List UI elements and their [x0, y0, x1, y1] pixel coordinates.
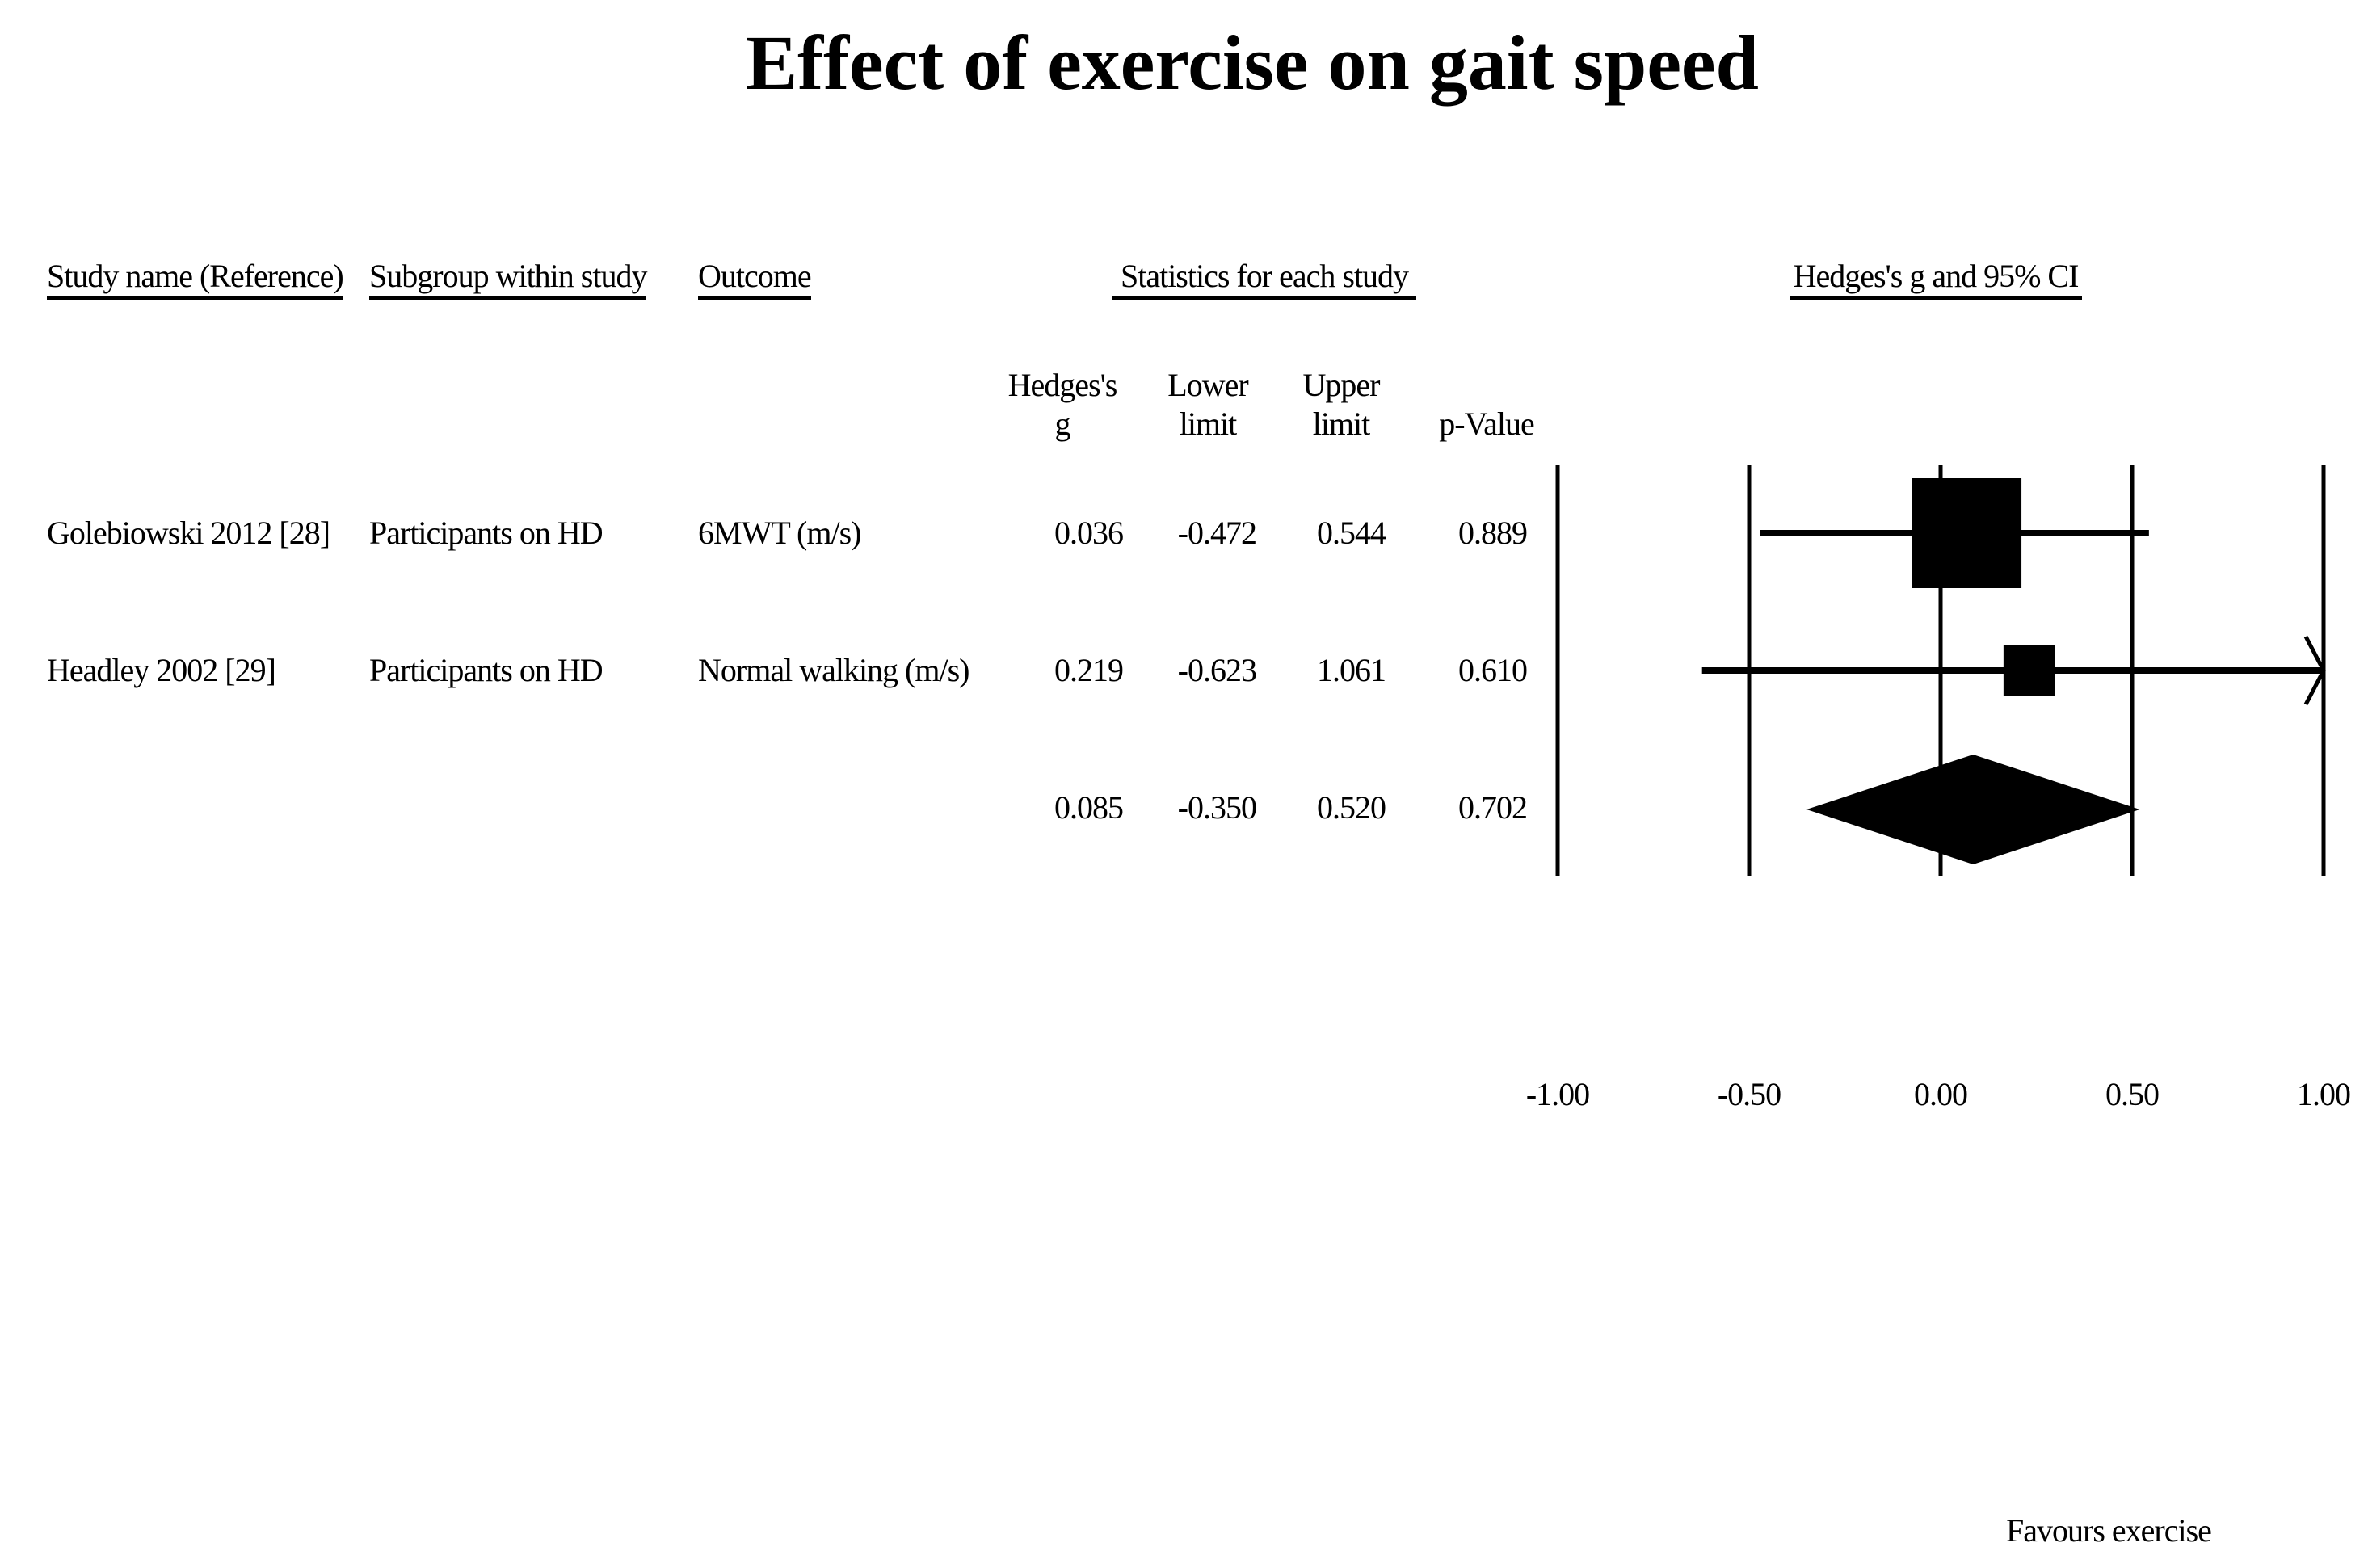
- row-1-study: Golebiowski 2012 [28]: [47, 515, 330, 551]
- summary-p-value: 0.702: [1458, 789, 1528, 826]
- row-2-p-value: 0.610: [1458, 652, 1528, 688]
- tick-label-neg-0-5: -0.50: [1717, 1076, 1781, 1112]
- ci-arrow-study-2: [2303, 635, 2326, 706]
- subheader-upper-line2: limit: [1312, 406, 1371, 442]
- row-1-hedges-g: 0.036: [1054, 515, 1124, 551]
- summary-upper: 0.520: [1317, 789, 1386, 826]
- summary-hedges-g: 0.085: [1054, 789, 1124, 826]
- row-1-p-value: 0.889: [1458, 515, 1528, 551]
- pooled-diamond: [1806, 755, 2140, 864]
- point-estimate-study-2: [2003, 645, 2055, 696]
- row-2-upper: 1.061: [1317, 652, 1386, 688]
- header-study-name: Study name (Reference): [47, 260, 344, 300]
- subheader-hedges-g-line1: Hedges's: [1007, 367, 1118, 403]
- summary-lower: -0.350: [1177, 789, 1257, 826]
- x-axis-label: Favours exercise: [2006, 1512, 2212, 1549]
- tick-label-neg-1: -1.00: [1525, 1076, 1590, 1112]
- subheader-p-value: p-Value: [1439, 406, 1534, 442]
- point-estimate-study-1: [1912, 478, 2022, 588]
- row-1-lower: -0.472: [1177, 515, 1257, 551]
- header-subgroup: Subgroup within study: [369, 260, 647, 300]
- row-2-hedges-g: 0.219: [1054, 652, 1124, 688]
- header-statistics: Statistics for each study: [1112, 260, 1416, 300]
- tick-label-0: 0.00: [1914, 1076, 1968, 1112]
- tick-label-0-5: 0.50: [2105, 1076, 2160, 1112]
- row-2-study: Headley 2002 [29]: [47, 652, 276, 688]
- row-1-outcome: 6MWT (m/s): [698, 515, 861, 551]
- subheader-hedges-g-line2: g: [1054, 406, 1071, 442]
- header-hedges-ci: Hedges's g and 95% CI: [1790, 260, 2082, 300]
- row-2-subgroup: Participants on HD: [369, 652, 604, 688]
- row-2-outcome: Normal walking (m/s): [698, 652, 969, 688]
- row-1-upper: 0.544: [1317, 515, 1386, 551]
- subheader-lower-line2: limit: [1179, 406, 1238, 442]
- header-outcome: Outcome: [698, 260, 812, 300]
- tick-label-1: 1.00: [2297, 1076, 2351, 1112]
- chart-title: Effect of exercise on gait speed: [746, 19, 1759, 106]
- subheader-upper-line1: Upper: [1302, 367, 1381, 403]
- row-1-subgroup: Participants on HD: [369, 515, 604, 551]
- subheader-lower-line1: Lower: [1167, 367, 1248, 403]
- row-2-lower: -0.623: [1177, 652, 1257, 688]
